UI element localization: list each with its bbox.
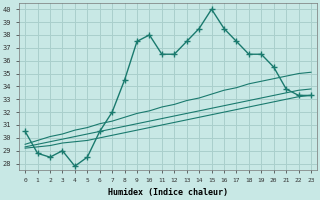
X-axis label: Humidex (Indice chaleur): Humidex (Indice chaleur) xyxy=(108,188,228,197)
